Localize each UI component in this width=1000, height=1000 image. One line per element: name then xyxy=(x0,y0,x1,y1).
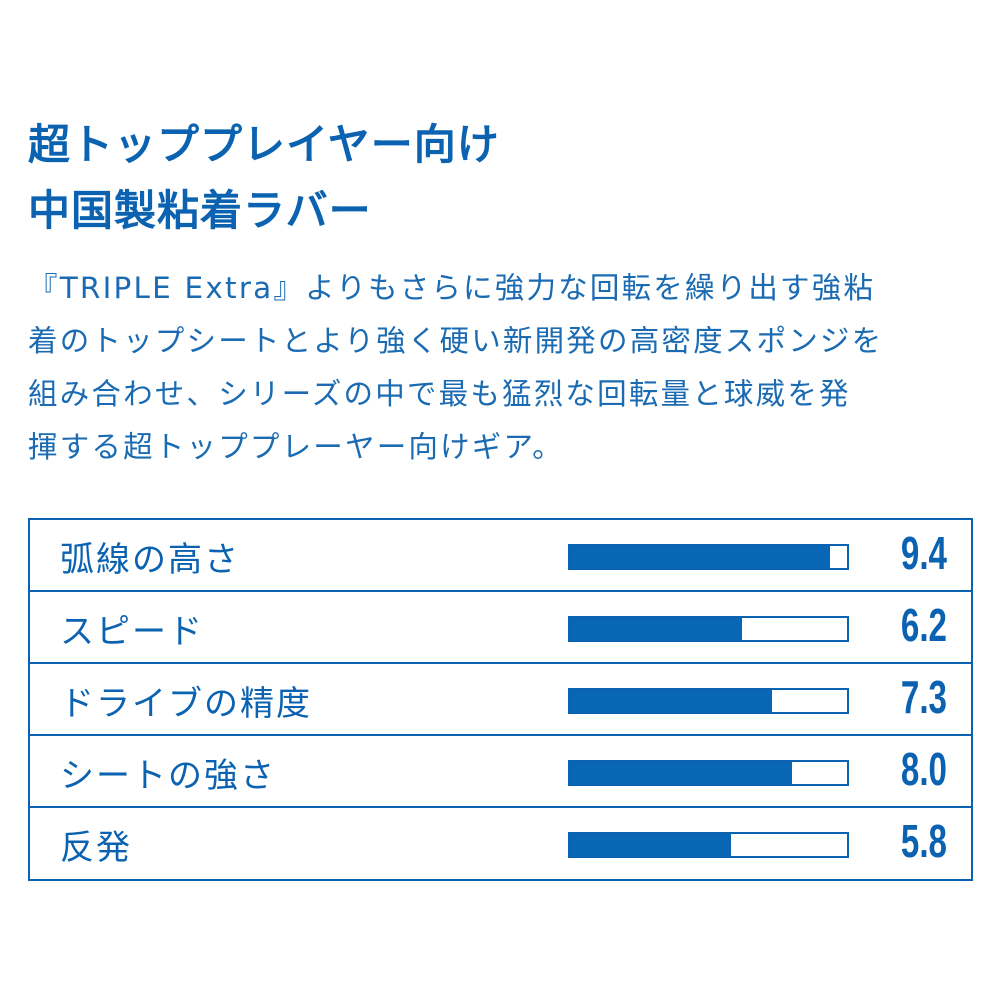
page-title: 超トッププレイヤー向け 中国製粘着ラバー xyxy=(28,112,500,244)
rating-row: 弧線の高さ 9.4 xyxy=(30,520,971,592)
rating-value: 8.0 xyxy=(900,743,947,795)
rating-bar-track xyxy=(568,688,849,714)
rating-label: シートの強さ xyxy=(60,756,276,796)
rating-value: 5.8 xyxy=(900,815,947,867)
rating-row: 反発 5.8 xyxy=(30,808,971,880)
rating-value: 7.3 xyxy=(900,671,947,723)
rating-bar-fill xyxy=(570,546,831,568)
description-line: 揮する超トッププレーヤー向けギア。 xyxy=(28,430,564,464)
rating-bar-fill xyxy=(570,762,792,784)
rating-bar-track xyxy=(568,544,849,570)
rating-value: 9.4 xyxy=(900,527,947,579)
description-line: 着のトップシートとより強く硬い新開発の高密度スポンジを xyxy=(28,324,884,358)
rating-bar-fill xyxy=(570,834,731,856)
title-line: 超トッププレイヤー向け xyxy=(28,120,500,169)
rating-label: ドライブの精度 xyxy=(60,684,312,724)
rating-label: 反発 xyxy=(60,828,132,868)
rating-bar-fill xyxy=(570,618,742,640)
rating-bar-track xyxy=(568,760,849,786)
rating-value: 6.2 xyxy=(900,599,947,651)
rating-label: スピード xyxy=(60,612,204,652)
rating-table: 弧線の高さ 9.4 スピード 6.2 ドライブの精度 7.3 シートの強さ 8.0 反発… xyxy=(28,518,973,881)
description-line: 組み合わせ、シリーズの中で最も猛烈な回転量と球威を発 xyxy=(28,377,851,411)
rating-label: 弧線の高さ xyxy=(60,540,240,580)
rating-bar-track xyxy=(568,616,849,642)
rating-row: シートの強さ 8.0 xyxy=(30,736,971,808)
rating-bar-fill xyxy=(570,690,773,712)
title-line: 中国製粘着ラバー xyxy=(28,186,372,235)
rating-row: スピード 6.2 xyxy=(30,592,971,664)
description-line: 『TRIPLE Extra』よりもさらに強力な回転を繰り出す強粘 xyxy=(28,271,876,305)
description: 『TRIPLE Extra』よりもさらに強力な回転を繰り出す強粘 着のトップシー… xyxy=(28,262,978,474)
rating-bar-track xyxy=(568,832,849,858)
rating-row: ドライブの精度 7.3 xyxy=(30,664,971,736)
